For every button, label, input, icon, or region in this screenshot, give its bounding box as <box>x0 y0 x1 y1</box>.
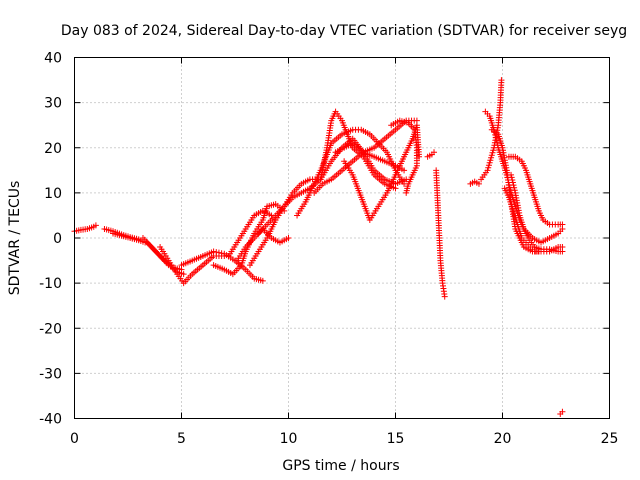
data-point <box>559 221 566 228</box>
x-tick-label: 10 <box>280 431 298 447</box>
data-point <box>498 77 505 84</box>
data-point <box>392 185 399 192</box>
data-point <box>510 182 517 189</box>
data-point <box>401 167 408 174</box>
data-point <box>493 137 500 144</box>
series-t27 <box>557 408 566 417</box>
y-tick-labels: -40 -30 -20 -10 0 10 20 30 40 <box>39 51 62 428</box>
series-t25 <box>508 171 566 255</box>
grid <box>74 57 610 419</box>
y-tick-label: 30 <box>44 96 62 112</box>
data-point <box>508 171 515 178</box>
axis-ticks <box>74 57 610 419</box>
series-t17 <box>388 117 420 196</box>
series-t22 <box>482 108 566 246</box>
data-point <box>559 248 566 255</box>
y-tick-label: 20 <box>44 141 62 157</box>
x-axis-label: GPS time / hours <box>282 458 399 474</box>
x-tick-label: 20 <box>494 431 512 447</box>
series-t3 <box>110 230 149 246</box>
data-point <box>213 249 220 256</box>
series-t20 <box>467 178 482 187</box>
x-tick-labels: 0 5 10 15 20 25 <box>70 431 618 447</box>
y-tick-label: -30 <box>39 366 62 382</box>
data-point <box>508 174 515 181</box>
series-t24 <box>505 153 566 228</box>
y-tick-label: -10 <box>39 276 62 292</box>
data-point <box>509 179 516 186</box>
y-tick-label: -40 <box>39 412 62 428</box>
data-point <box>489 149 496 156</box>
x-tick-label: 25 <box>601 431 619 447</box>
x-tick-label: 0 <box>70 431 79 447</box>
data-point <box>493 139 500 146</box>
data-point <box>485 162 492 169</box>
data-point <box>475 180 482 187</box>
data-points <box>71 77 566 417</box>
y-tick-label: 10 <box>44 186 62 202</box>
data-point <box>92 222 99 229</box>
data-point <box>259 277 266 284</box>
data-point <box>210 248 217 255</box>
data-point <box>488 152 495 159</box>
data-point <box>559 408 566 415</box>
data-point <box>431 149 438 156</box>
data-point <box>218 250 225 257</box>
y-tick-label: 0 <box>53 231 62 247</box>
data-point <box>509 176 516 183</box>
data-point <box>511 184 518 191</box>
series-t19 <box>433 167 448 300</box>
series-t11 <box>246 135 410 269</box>
data-point <box>486 159 493 166</box>
x-tick-label: 5 <box>177 431 186 447</box>
data-point <box>485 164 492 171</box>
data-point <box>215 249 222 256</box>
data-point <box>511 187 518 194</box>
data-point <box>488 154 495 161</box>
data-point <box>490 147 497 154</box>
series-t26 <box>501 185 542 255</box>
series-t10 <box>234 225 292 264</box>
series-t16 <box>341 122 423 223</box>
series-t13 <box>294 126 408 219</box>
chart-title: Day 083 of 2024, Sidereal Day-to-day VTE… <box>61 23 627 39</box>
series-t1 <box>71 222 99 235</box>
series-t18 <box>424 149 438 160</box>
x-tick-label: 15 <box>387 431 405 447</box>
data-point <box>535 248 542 255</box>
y-tick-label: -20 <box>39 321 62 337</box>
data-point <box>403 189 410 196</box>
data-point <box>180 271 187 278</box>
y-axis-label: SDTVAR / TECUs <box>7 181 23 296</box>
data-point <box>441 293 448 300</box>
data-point <box>487 157 494 164</box>
data-point <box>484 167 491 174</box>
series-t7 <box>178 248 266 284</box>
y-tick-label: 40 <box>44 51 62 67</box>
data-point <box>285 235 292 241</box>
